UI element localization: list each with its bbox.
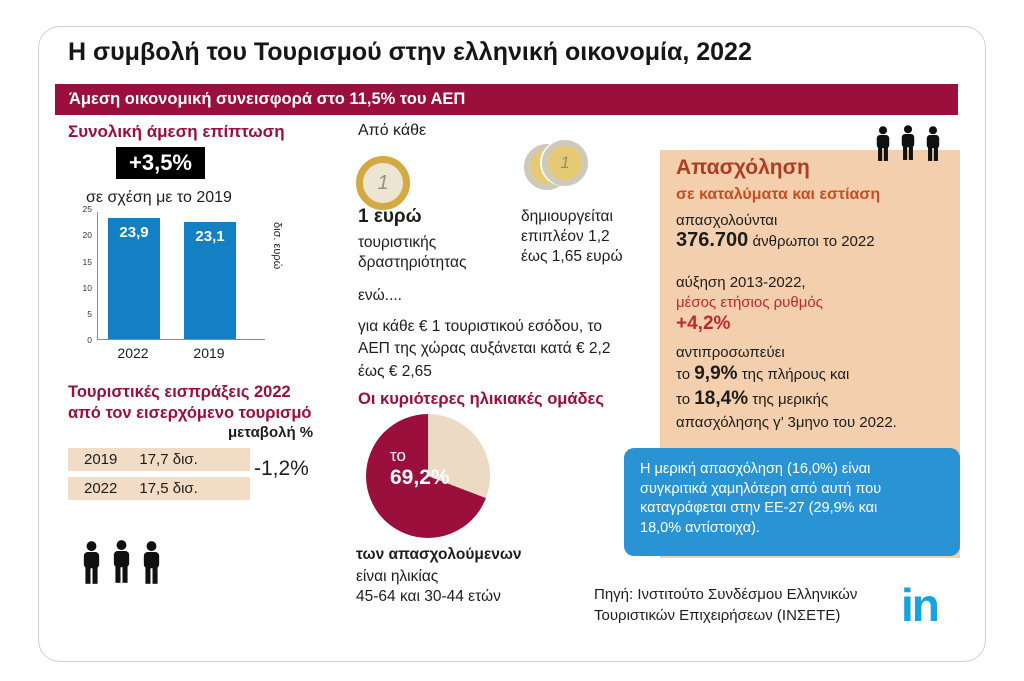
receipts-row-2019: 2019 17,7 δισ.	[68, 448, 250, 471]
person-icon	[143, 541, 160, 584]
part-prefix: το	[676, 391, 695, 408]
bar-2022-value: 23,9	[119, 223, 149, 241]
bar-chart-ylabel: δισ. ευρώ	[271, 222, 283, 270]
person-icon	[83, 541, 100, 584]
employment-intro: απασχολούνται	[676, 212, 778, 229]
from-each-label: Από κάθε	[358, 122, 427, 139]
employment-value: 376.700	[676, 229, 749, 251]
employment-rate-value: +4,2%	[676, 313, 731, 334]
bar-chart-xlabels: 2022 2019	[97, 345, 265, 361]
pie-label-line1: το	[390, 446, 406, 465]
gdp-increase-note: για κάθε € 1 τουριστικού εσόδου, το ΑΕΠ …	[358, 318, 611, 380]
receipts-value-2019: 17,7 δισ.	[139, 451, 198, 468]
receipts-value-2022: 17,5 δισ.	[139, 480, 198, 497]
employment-value-line: 376.700 άνθρωποι το 2022	[676, 229, 875, 252]
in-logo: in	[901, 579, 940, 631]
while-label: ενώ....	[358, 287, 402, 304]
bar-chart-yticks: 25 20 15 10 5 0	[74, 205, 92, 345]
full-prefix: το	[676, 366, 695, 383]
employment-full-line: το 9,9% της πλήρους και	[676, 363, 849, 385]
page-title: Η συμβολή του Τουρισμού στην ελληνική οι…	[68, 38, 752, 66]
impact-title: Συνολική άμεση επίπτωση	[68, 122, 285, 141]
receipts-title: Τουριστικές εισπράξεις 2022 από τον εισε…	[68, 383, 312, 422]
receipts-change-value: -1,2%	[254, 457, 309, 480]
people-group-icon-left	[78, 536, 165, 588]
bar-chart-ytick: 15	[82, 256, 92, 267]
euro-amount-description: τουριστικής δραστηριότητας	[358, 234, 467, 272]
people-group-icon-right	[872, 122, 944, 164]
bar-2022: 23,9	[108, 217, 160, 339]
bar-chart-ytick: 0	[87, 335, 92, 346]
source-text: Πηγή: Ινστιτούτο Συνδέσμου Ελληνικών Του…	[594, 586, 858, 624]
bar-chart-xlabel-2019: 2019	[193, 345, 225, 361]
pie-center-label: το 69,2%	[366, 414, 490, 490]
age-groups-title: Οι κυριότερες ηλικιακές ομάδες	[358, 390, 604, 408]
receipts-row-2022: 2022 17,5 δισ.	[68, 477, 250, 500]
employment-title: Απασχόληση	[676, 156, 810, 179]
bar-chart-ytick: 5	[87, 309, 92, 320]
pie-caption-line3: 45-64 και 30-44 ετών	[356, 588, 501, 605]
extra-euro-text: δημιουργείται επιπλέον 1,2 έως 1,65 ευρώ	[521, 208, 623, 266]
part-suffix: της μερικής	[748, 391, 829, 408]
bar-chart-xlabel-2022: 2022	[117, 345, 149, 361]
euro-coin-icon: 1	[356, 156, 410, 210]
person-icon	[926, 126, 940, 161]
euro-coin-face: 1	[377, 171, 389, 194]
change-percent-header: μεταβολή %	[228, 424, 314, 441]
impact-subtitle: σε σχέση με το 2019	[86, 189, 232, 206]
bar-2019-value: 23,1	[195, 227, 225, 245]
employment-increase-line: αύξηση 2013-2022,	[676, 274, 806, 291]
full-suffix: της πλήρους και	[737, 366, 850, 383]
person-icon	[901, 125, 915, 160]
pie-chart: το 69,2%	[366, 414, 490, 538]
receipts-year-2019: 2019	[84, 451, 118, 468]
employment-value-suffix: άνθρωποι το 2022	[748, 233, 875, 250]
bar-2019: 23,1	[184, 221, 236, 339]
person-icon	[113, 540, 130, 583]
pie-caption-bold: των απασχολούμενων	[356, 546, 522, 563]
receipts-year-2022: 2022	[84, 480, 118, 497]
euro-coin-icon: 1	[542, 140, 588, 186]
euro-amount-label: 1 ευρώ	[358, 206, 422, 227]
employment-part-line: το 18,4% της μερικής	[676, 388, 828, 410]
euro-coin-face: 1	[560, 153, 570, 172]
part-time-note-box: Η μερική απασχόληση (16,0%) είναι συγκρι…	[624, 448, 960, 556]
bar-chart-ytick: 20	[82, 230, 92, 241]
person-icon	[876, 126, 890, 161]
impact-badge: +3,5%	[116, 147, 205, 179]
euro-coins-stack-icon: 1 1	[524, 140, 604, 198]
pie-caption-line2: είναι ηλικίας	[356, 568, 439, 585]
employment-represents: αντιπροσωπεύει	[676, 344, 785, 361]
bar-chart-ytick: 10	[82, 282, 92, 293]
infographic-card-border	[38, 26, 986, 662]
employment-quarter-line: απασχόλησης γ’ 3μηνο του 2022.	[676, 414, 897, 431]
part-value: 18,4%	[694, 388, 749, 409]
employment-rate-label: μέσος ετήσιος ρυθμός	[676, 294, 823, 311]
employment-subtitle: σε καταλύματα και εστίαση	[676, 186, 881, 203]
pie-label-line2: 69,2%	[390, 466, 450, 489]
bar-chart: 23,9 23,1	[97, 212, 265, 340]
full-value: 9,9%	[694, 363, 738, 384]
banner-gdp-contribution: Άμεση οικονομική συνεισφορά στο 11,5% το…	[55, 84, 958, 115]
bar-chart-ytick: 25	[82, 204, 92, 214]
